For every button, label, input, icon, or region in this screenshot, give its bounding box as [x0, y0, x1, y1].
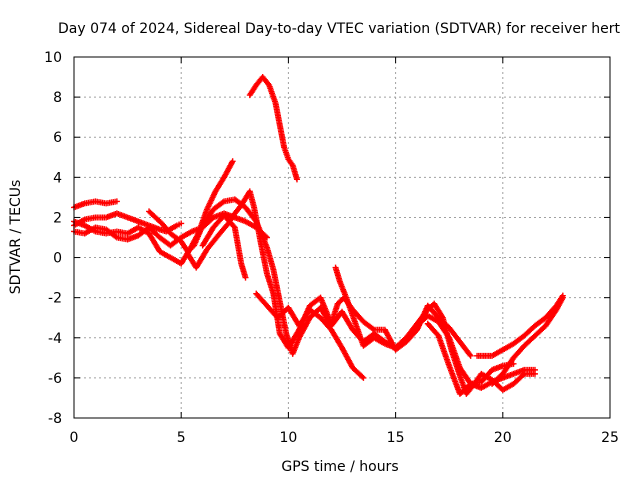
y-tick-label: 10: [44, 50, 62, 66]
data-point: [360, 374, 367, 381]
data-point: [263, 234, 270, 241]
y-tick-label: -2: [48, 291, 62, 307]
axis-ticks: 0 5 10 15 20 25 -8 -6 -4 -2 0 2 4 6 8 10: [44, 50, 619, 446]
data-point: [229, 158, 236, 165]
series-trace-b: [71, 210, 185, 235]
data-point: [178, 220, 185, 227]
series-trace-k: [474, 292, 566, 359]
y-tick-label: 8: [53, 90, 62, 106]
x-tick-label: 10: [279, 430, 297, 446]
y-axis-label: SDTVAR / TECUs: [8, 180, 24, 295]
data-point: [359, 373, 366, 380]
x-tick-label: 15: [387, 430, 405, 446]
series-trace-h: [253, 290, 367, 381]
data-point: [293, 176, 300, 183]
data-point: [531, 370, 538, 377]
data-point: [242, 274, 249, 281]
series-trace-l: [489, 294, 566, 387]
y-tick-label: -6: [48, 371, 62, 387]
y-tick-label: -4: [48, 331, 62, 347]
series-trace-a: [71, 198, 120, 211]
x-tick-label: 25: [601, 430, 619, 446]
series-trace-m: [246, 74, 300, 183]
plot-frame: [73, 56, 611, 419]
data-points: [71, 74, 566, 397]
y-tick-label: -8: [48, 411, 62, 427]
series-trace-j: [424, 320, 517, 397]
data-point: [559, 294, 566, 301]
x-tick-label: 20: [494, 430, 512, 446]
x-tick-label: 0: [70, 430, 79, 446]
chart-title: Day 074 of 2024, Sidereal Day-to-day VTE…: [58, 21, 620, 37]
data-point: [520, 371, 527, 378]
data-point: [467, 352, 474, 359]
y-tick-label: 4: [53, 170, 62, 186]
series-trace-e: [146, 196, 538, 391]
x-tick-label: 5: [177, 430, 186, 446]
y-tick-label: 0: [53, 251, 62, 267]
y-tick-label: 6: [53, 130, 62, 146]
x-axis-label: GPS time / hours: [281, 459, 398, 475]
data-point: [466, 351, 473, 358]
y-tick-label: 2: [53, 210, 62, 226]
data-point: [113, 198, 120, 205]
